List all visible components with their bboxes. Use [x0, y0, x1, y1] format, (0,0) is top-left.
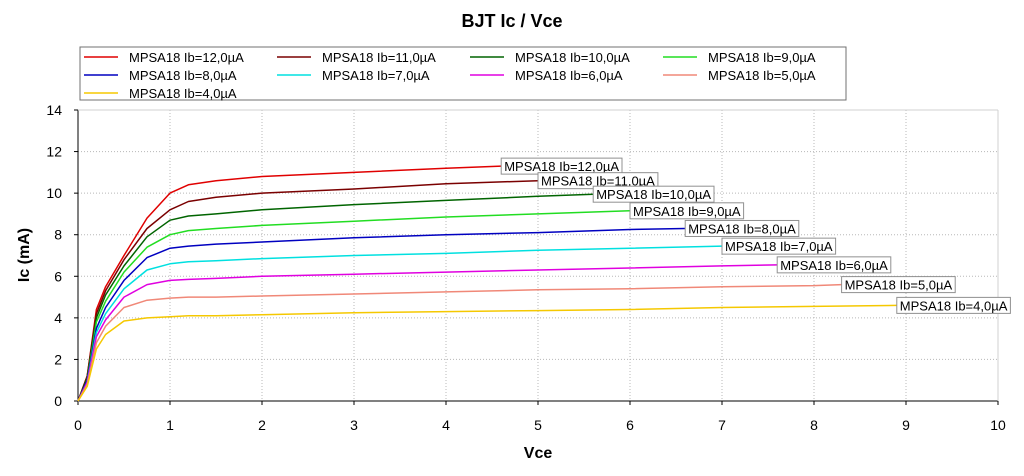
x-tick-label: 1 [166, 417, 174, 433]
series-line [77, 283, 842, 402]
y-tick-label: 2 [54, 351, 62, 367]
legend-item: MPSA18 Ib=9,0µA [663, 50, 816, 65]
x-tick-label: 9 [902, 417, 910, 433]
series-line [77, 227, 686, 402]
axes [74, 109, 999, 405]
series-end-label: MPSA18 Ib=10,0µA [592, 185, 715, 203]
legend: MPSA18 Ib=12,0µA MPSA18 Ib=11,0µA MPSA18 I… [79, 46, 847, 101]
series-line [77, 245, 723, 402]
legend-item: MPSA18 Ib=12,0µA [84, 50, 244, 65]
legend-label: MPSA18 Ib=5,0µA [708, 68, 816, 83]
x-tick-label: 10 [990, 417, 1006, 433]
x-tick-label: 3 [350, 417, 358, 433]
end-label-box [896, 296, 1011, 314]
chart-title: BJT Ic / Vce [461, 11, 562, 31]
end-label-box [592, 185, 715, 203]
end-label-box [629, 202, 745, 220]
x-tick-label: 8 [810, 417, 818, 433]
end-label-text: MPSA18 Ib=12,0µA [504, 159, 619, 174]
legend-label: MPSA18 Ib=12,0µA [129, 50, 244, 65]
end-label-text: MPSA18 Ib=5,0µA [845, 278, 953, 293]
x-axis-title: Vce [524, 445, 553, 462]
legend-label: MPSA18 Ib=8,0µA [129, 68, 237, 83]
end-label-text: MPSA18 Ib=4,0µA [900, 298, 1008, 313]
y-tick-label: 10 [46, 185, 62, 201]
series-end-label: MPSA18 Ib=11,0µA [537, 172, 659, 190]
series-end-label: MPSA18 Ib=8,0µA [684, 219, 800, 237]
x-tick-label: 2 [258, 417, 266, 433]
y-tick-label: 8 [54, 227, 62, 243]
end-label-box [841, 276, 956, 294]
end-label-text: MPSA18 Ib=8,0µA [688, 221, 796, 236]
series-end-label: MPSA18 Ib=5,0µA [841, 276, 956, 294]
series-end-label: MPSA18 Ib=7,0µA [721, 237, 837, 255]
x-tick-label: 5 [534, 417, 542, 433]
y-tick-label: 14 [46, 102, 62, 118]
legend-item: MPSA18 Ib=5,0µA [663, 68, 816, 83]
end-label-box [721, 237, 837, 255]
y-tick-label: 0 [54, 393, 62, 409]
grid [78, 110, 998, 401]
legend-item: MPSA18 Ib=8,0µA [84, 68, 237, 83]
end-label-box [684, 219, 800, 237]
legend-item: MPSA18 Ib=6,0µA [470, 68, 623, 83]
legend-label: MPSA18 Ib=6,0µA [515, 68, 623, 83]
y-tick-label: 6 [54, 268, 62, 284]
legend-label: MPSA18 Ib=7,0µA [322, 68, 430, 83]
series-lines [77, 165, 897, 402]
end-label-text: MPSA18 Ib=7,0µA [725, 239, 833, 254]
end-label-text: MPSA18 Ib=6,0µA [780, 258, 888, 273]
end-label-text: MPSA18 Ib=10,0µA [596, 187, 711, 202]
x-tick-label: 7 [718, 417, 726, 433]
legend-box [79, 46, 847, 101]
series-end-label: MPSA18 Ib=6,0µA [776, 256, 892, 274]
legend-item: MPSA18 Ib=11,0µA [277, 50, 436, 65]
y-tick-label: 4 [54, 310, 62, 326]
series-line [77, 179, 539, 402]
series-end-label: MPSA18 Ib=9,0µA [629, 202, 745, 220]
series-end-label: MPSA18 Ib=12,0µA [500, 157, 623, 175]
series-end-label: MPSA18 Ib=4,0µA [896, 296, 1011, 314]
legend-item: MPSA18 Ib=4,0µA [84, 86, 237, 101]
end-label-box [776, 256, 892, 274]
legend-label: MPSA18 Ib=9,0µA [708, 50, 816, 65]
series-line [77, 193, 594, 402]
legend-item: MPSA18 Ib=10,0µA [470, 50, 630, 65]
y-tick-label: 12 [46, 144, 62, 160]
legend-label: MPSA18 Ib=10,0µA [515, 50, 630, 65]
x-tick-label: 0 [74, 417, 82, 433]
legend-label: MPSA18 Ib=11,0µA [322, 50, 436, 65]
legend-item: MPSA18 Ib=7,0µA [277, 68, 430, 83]
x-tick-label: 4 [442, 417, 450, 433]
legend-label: MPSA18 Ib=4,0µA [129, 86, 237, 101]
series-line [77, 165, 502, 402]
end-label-text: MPSA18 Ib=9,0µA [633, 204, 741, 219]
series-line [77, 210, 631, 402]
series-line [77, 304, 897, 402]
x-tick-label: 6 [626, 417, 634, 433]
end-label-text: MPSA18 Ib=11,0µA [541, 174, 655, 189]
series-line [77, 264, 778, 402]
y-axis-title: Ic (mA) [16, 228, 33, 282]
